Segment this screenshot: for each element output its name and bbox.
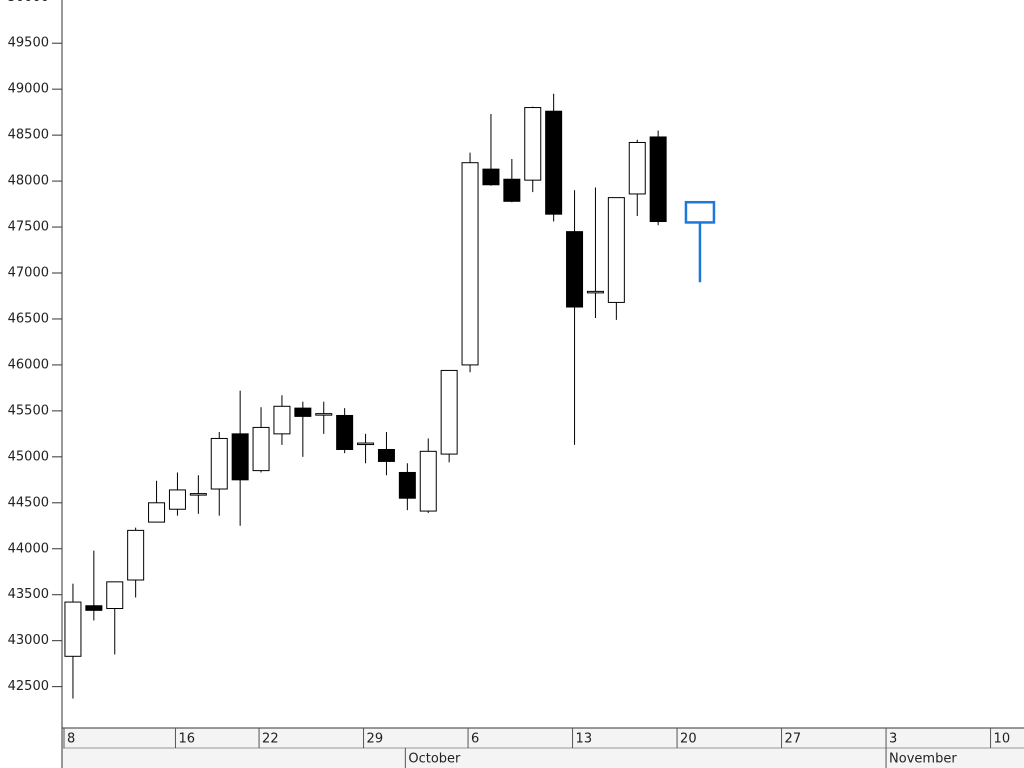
candle-body (566, 231, 584, 308)
x-tick-label: 3 (889, 732, 897, 747)
y-tick-label: 45000 (8, 449, 49, 464)
x-tick-label: 27 (785, 732, 802, 747)
y-tick-label: 49000 (8, 82, 49, 97)
y-tick-label: 44500 (8, 495, 49, 510)
candle-body (649, 136, 667, 223)
x-tick-label: 10 (994, 732, 1011, 747)
candle-body (440, 369, 458, 455)
candle-body (524, 107, 542, 181)
candle-body (294, 407, 312, 417)
x-tick-label: 20 (680, 732, 697, 747)
candle-body (189, 493, 207, 496)
candle-body (377, 448, 395, 462)
x-tick-label: 22 (262, 732, 279, 747)
candle-body (168, 489, 186, 510)
month-label: November (889, 752, 957, 767)
candle-body (127, 529, 145, 581)
candle-body (252, 426, 270, 472)
month-label: October (408, 752, 461, 767)
candle-body (628, 141, 646, 195)
x-tick-label: 16 (178, 732, 195, 747)
y-tick-label: 46500 (8, 311, 49, 326)
candle-body (398, 471, 416, 499)
y-tick-label: 50000 (8, 0, 49, 5)
y-tick-label: 45500 (8, 403, 49, 418)
candle-body (503, 178, 521, 202)
x-tick-label: 8 (67, 732, 75, 747)
candle-body (586, 290, 604, 294)
candle-body (461, 162, 479, 366)
candle-body (273, 405, 291, 435)
candle-body (607, 197, 625, 303)
candle-body (419, 450, 437, 512)
y-tick-label: 43000 (8, 633, 49, 648)
y-tick-label: 49500 (8, 36, 49, 51)
candle-body (64, 601, 82, 657)
candle-body (545, 110, 563, 215)
candle-body (684, 200, 716, 224)
x-tick-label: 13 (576, 732, 593, 747)
y-tick-label: 46000 (8, 357, 49, 372)
candle-body (106, 581, 124, 610)
y-tick-label: 44000 (8, 541, 49, 556)
y-tick-label: 42500 (8, 679, 49, 694)
y-tick-label: 47500 (8, 220, 49, 235)
candle-body (210, 437, 228, 490)
y-tick-label: 47000 (8, 266, 49, 281)
candle-body (482, 168, 500, 186)
y-tick-label: 48000 (8, 174, 49, 189)
x-tick-label: 6 (471, 732, 479, 747)
candle-body (357, 442, 375, 446)
x-tick-label: 29 (367, 732, 384, 747)
y-tick-label: 43500 (8, 587, 49, 602)
candle-body (231, 433, 249, 481)
y-tick-label: 48500 (8, 128, 49, 143)
candle-body (315, 413, 333, 416)
candle-body (148, 502, 166, 523)
candle-body (336, 414, 354, 450)
candle-body (85, 605, 103, 611)
